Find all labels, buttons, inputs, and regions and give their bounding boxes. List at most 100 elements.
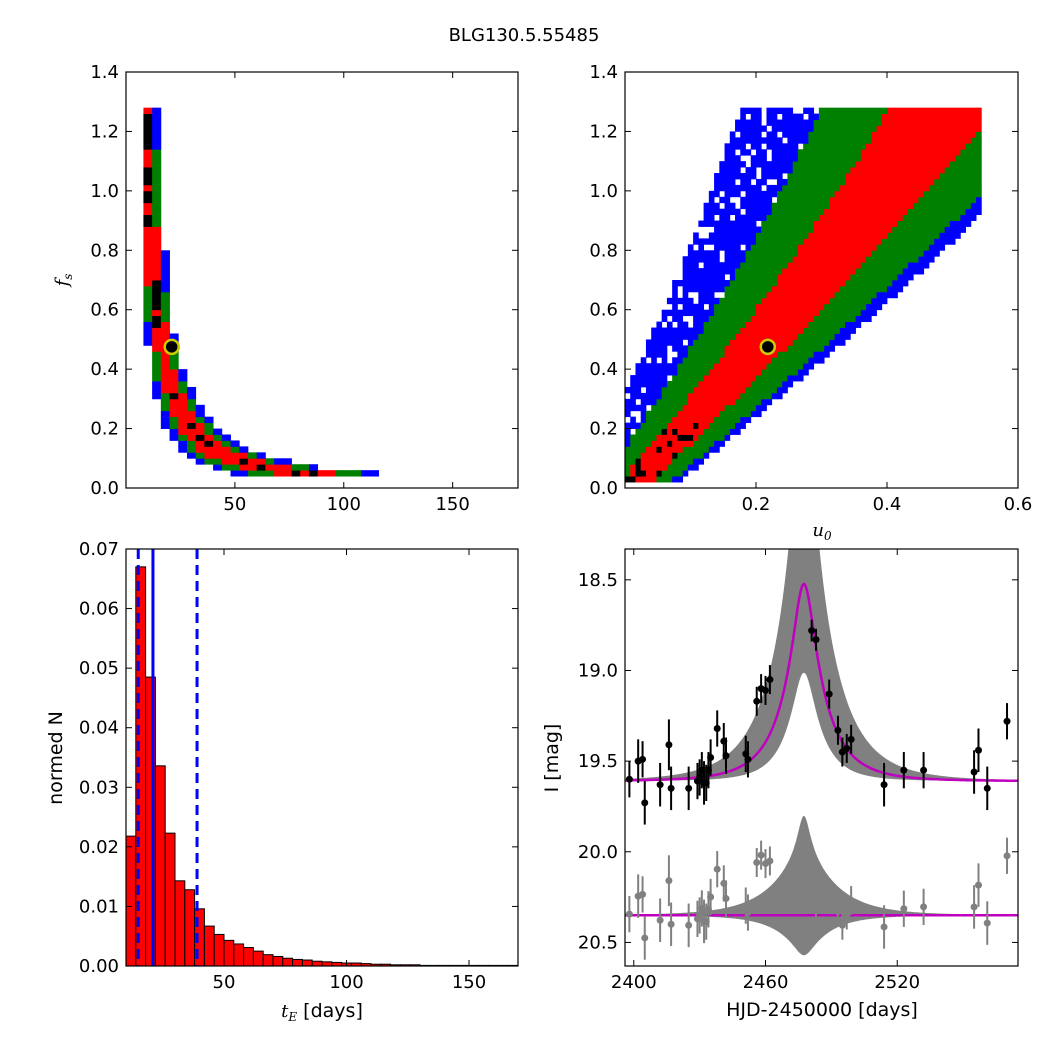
mcmc-cell xyxy=(845,327,851,334)
mcmc-cell xyxy=(797,345,804,352)
mcmc-cell xyxy=(714,309,720,317)
mcmc-cell xyxy=(897,131,904,138)
mcmc-cell xyxy=(230,470,240,477)
mcmc-cell xyxy=(976,161,982,168)
mcmc-cell xyxy=(824,184,830,192)
fs-vs-tE-ytick-label: 0.0 xyxy=(90,478,119,499)
mcmc-cell xyxy=(677,351,684,358)
mcmc-cell xyxy=(677,416,684,424)
mcmc-cell xyxy=(724,339,731,346)
mcmc-cell xyxy=(834,149,841,156)
mcmc-cell xyxy=(776,392,783,400)
mcmc-cell xyxy=(771,161,778,168)
mcmc-cell xyxy=(719,434,725,441)
mcmc-cell xyxy=(735,398,741,406)
mcmc-cell xyxy=(928,173,935,180)
mcmc-cell xyxy=(745,416,752,424)
mcmc-cell xyxy=(756,309,762,317)
mcmc-cell xyxy=(902,232,909,239)
mcmc-cell xyxy=(944,190,951,198)
mcmc-cell xyxy=(708,369,715,376)
mcmc-cell xyxy=(829,113,835,120)
mcmc-cell xyxy=(703,398,710,406)
mcmc-cell xyxy=(693,440,699,447)
mcmc-cell xyxy=(976,113,982,120)
mcmc-cell xyxy=(871,214,877,221)
mcmc-cell xyxy=(803,220,809,227)
mcmc-cell xyxy=(845,291,851,299)
mcmc-cell xyxy=(708,291,715,299)
mcmc-cell xyxy=(776,202,783,210)
mcmc-cell xyxy=(860,268,867,275)
mcmc-cell xyxy=(913,173,919,180)
mcmc-cell xyxy=(834,208,841,216)
mcmc-cell xyxy=(152,268,162,275)
mcmc-cell xyxy=(813,113,820,120)
mcmc-cell xyxy=(635,375,642,382)
mcmc-cell xyxy=(761,363,767,370)
mcmc-cell xyxy=(897,196,904,204)
data-point xyxy=(707,754,715,761)
mcmc-cell xyxy=(724,226,731,233)
mcmc-cell xyxy=(881,244,888,251)
mcmc-cell xyxy=(792,363,799,370)
mcmc-cell xyxy=(186,386,197,394)
mcmc-cell xyxy=(808,196,815,204)
mcmc-cell xyxy=(152,226,162,233)
mcmc-cell xyxy=(944,232,951,239)
mcmc-cell xyxy=(824,339,830,346)
mcmc-cell xyxy=(640,434,647,441)
mcmc-cell xyxy=(792,155,799,162)
mcmc-cell xyxy=(871,143,877,150)
mcmc-cell xyxy=(756,155,762,162)
mcmc-cell xyxy=(866,268,872,275)
mcmc-cell xyxy=(698,291,704,299)
mcmc-cell xyxy=(824,232,830,239)
mcmc-cell xyxy=(635,476,642,483)
residual-point xyxy=(983,919,991,927)
mcmc-cell xyxy=(672,386,678,394)
mcmc-cell xyxy=(850,125,856,132)
mcmc-cell xyxy=(152,119,162,126)
mcmc-cell xyxy=(808,345,815,352)
mcmc-cell xyxy=(708,392,715,400)
mcmc-cell xyxy=(965,214,972,221)
mcmc-cell xyxy=(887,214,893,221)
residual-band xyxy=(625,815,1018,956)
mcmc-cell xyxy=(740,232,746,239)
mcmc-cell xyxy=(782,196,788,204)
data-point xyxy=(843,744,851,752)
mcmc-cell xyxy=(143,268,153,275)
mcmc-cell xyxy=(829,190,835,198)
mcmc-cell xyxy=(766,262,773,269)
mcmc-cell xyxy=(923,244,930,251)
mcmc-cell xyxy=(902,143,909,150)
mcmc-cell xyxy=(152,220,162,227)
mcmc-cell xyxy=(855,268,862,275)
mcmc-cell xyxy=(630,422,636,429)
mcmc-cell xyxy=(708,345,715,352)
mcmc-cell xyxy=(160,369,170,376)
mcmc-cell xyxy=(756,291,762,299)
mcmc-cell xyxy=(661,369,668,376)
mcmc-cell xyxy=(152,131,162,138)
mcmc-cell xyxy=(661,416,668,424)
mcmc-cell xyxy=(708,256,715,263)
mcmc-cell xyxy=(682,297,689,305)
mcmc-cell xyxy=(813,131,820,138)
fs-vs-u0-ytick-label: 0.0 xyxy=(589,478,618,499)
mcmc-cell xyxy=(771,119,778,126)
mcmc-cell xyxy=(677,309,684,317)
mcmc-cell xyxy=(792,137,799,144)
mcmc-cell xyxy=(892,291,898,299)
mcmc-cell xyxy=(907,178,914,186)
mcmc-cell xyxy=(818,226,825,233)
mcmc-cell xyxy=(818,155,825,162)
mcmc-cell xyxy=(813,178,820,186)
mcmc-cell xyxy=(745,333,752,340)
hist-bar xyxy=(203,925,215,967)
mcmc-cell xyxy=(766,268,773,275)
mcmc-cell xyxy=(897,107,904,114)
mcmc-cell xyxy=(813,149,820,156)
mcmc-cell xyxy=(850,226,856,233)
